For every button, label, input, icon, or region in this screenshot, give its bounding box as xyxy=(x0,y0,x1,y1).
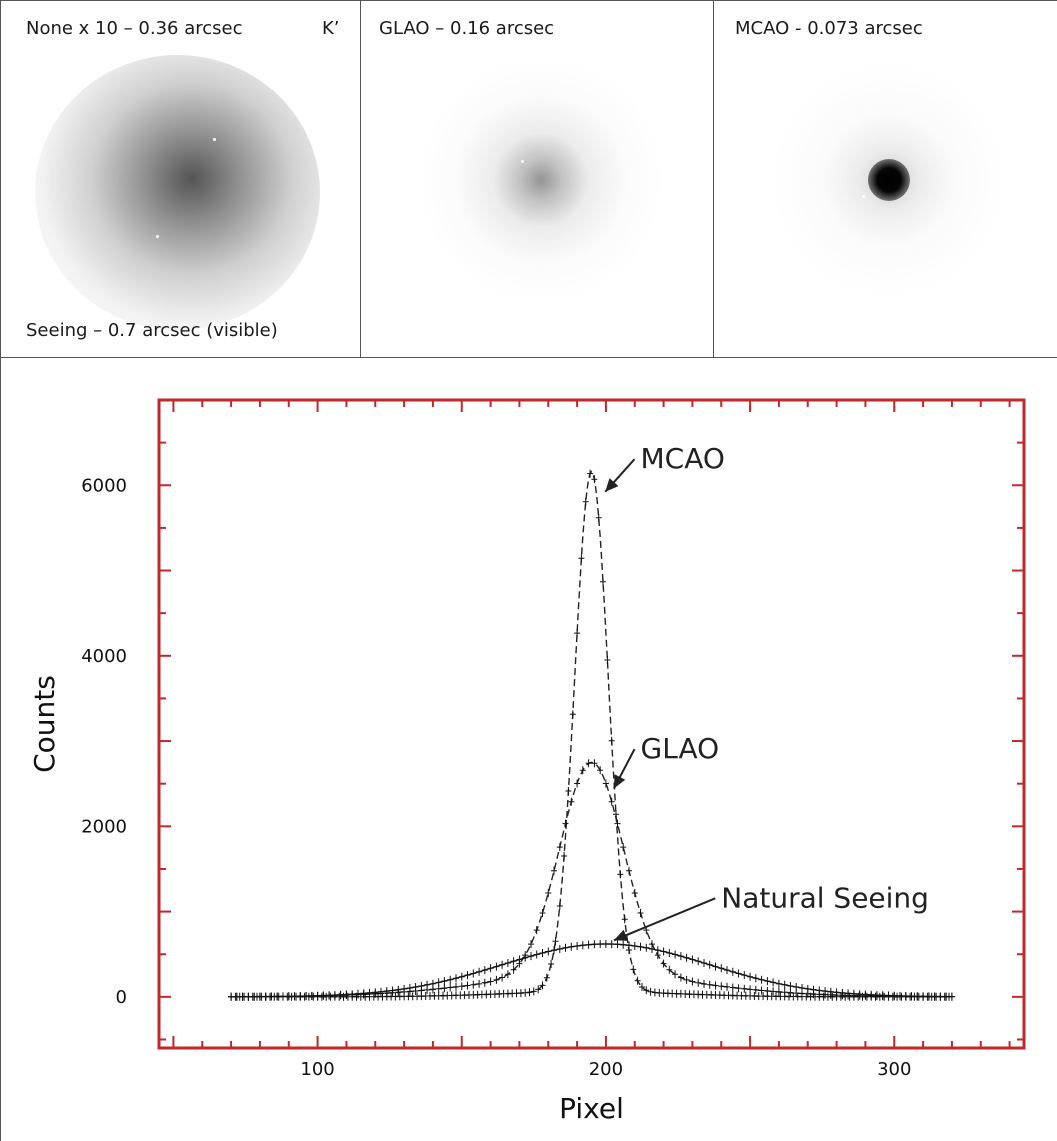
psf-mcao-core xyxy=(868,159,910,201)
speck xyxy=(213,138,216,141)
divider xyxy=(360,0,361,357)
annotation-seeing-arrow xyxy=(613,897,716,942)
series-glao-fit xyxy=(231,761,952,998)
annotation-mcao-arrowhead xyxy=(605,478,619,492)
y-axis-title: Counts xyxy=(28,675,61,773)
annotation-seeing: Natural Seeing xyxy=(721,881,929,914)
annotation-seeing-arrowhead xyxy=(613,929,629,941)
series-mcao-points xyxy=(228,469,952,1001)
divider xyxy=(0,0,1,1141)
panel-mcao-caption: MCAO - 0.073 arcsec xyxy=(735,18,923,39)
series-mcao-fit xyxy=(231,470,952,998)
panel-none-footer: Seeing – 0.7 arcsec (visible) xyxy=(26,320,278,341)
speck xyxy=(862,195,865,198)
series-glao-points xyxy=(228,759,955,1001)
y-tick-label: 6000 xyxy=(81,475,127,496)
annotation-glao: GLAO xyxy=(641,732,720,765)
panel-none: None x 10 – 0.36 arcsec K’ Seeing – 0.7 … xyxy=(0,0,360,357)
divider xyxy=(713,0,714,357)
plot-frame xyxy=(157,398,1026,1050)
annotation-glao-arrowhead xyxy=(613,774,626,789)
x-tick-label: 100 xyxy=(300,1059,334,1080)
series-seeing-fit xyxy=(231,943,952,998)
series-seeing-points xyxy=(228,940,955,1001)
x-axis-title: Pixel xyxy=(559,1092,624,1125)
divider xyxy=(0,0,1057,1)
psf-none xyxy=(35,55,320,330)
x-tick-label: 200 xyxy=(589,1059,623,1080)
panel-glao: GLAO – 0.16 arcsec xyxy=(361,0,713,357)
panel-glao-caption: GLAO – 0.16 arcsec xyxy=(379,18,555,39)
speck xyxy=(156,235,159,238)
annotation-mcao: MCAO xyxy=(641,442,725,475)
panel-none-caption: None x 10 – 0.36 arcsec xyxy=(26,18,243,39)
psf-glao xyxy=(421,60,661,300)
speck xyxy=(521,160,524,163)
panel-mcao: MCAO - 0.073 arcsec xyxy=(714,0,1057,357)
panel-none-band: K’ xyxy=(322,18,340,39)
y-tick-label: 2000 xyxy=(81,816,127,837)
y-tick-label: 4000 xyxy=(81,646,127,667)
y-tick-label: 0 xyxy=(116,987,127,1008)
x-tick-label: 300 xyxy=(877,1059,911,1080)
divider xyxy=(0,357,1057,358)
